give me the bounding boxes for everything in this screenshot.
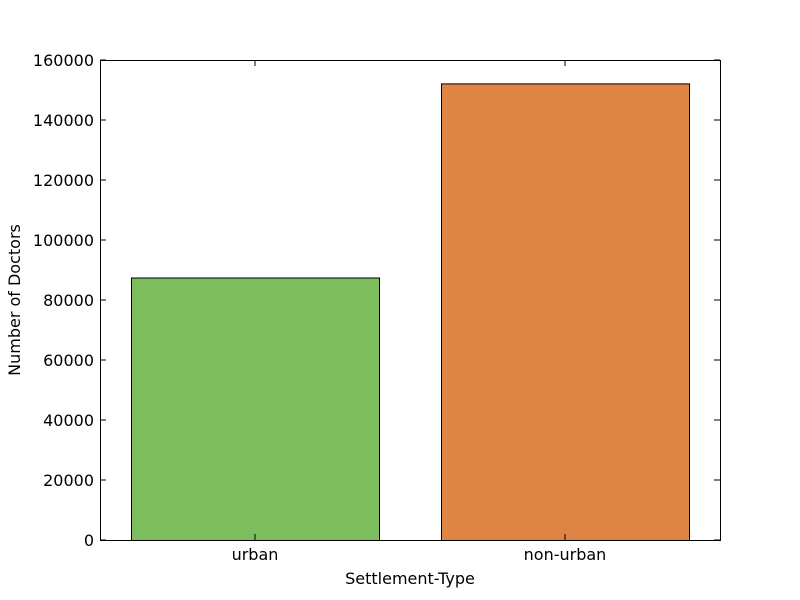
- y-tick-label: 80000: [43, 291, 94, 310]
- x-tick-label: non-urban: [524, 545, 607, 564]
- bar-non-urban: [441, 83, 690, 542]
- y-tick-label: 20000: [43, 471, 94, 490]
- y-axis-label: Number of Doctors: [5, 224, 24, 376]
- y-tick-label: 140000: [33, 111, 94, 130]
- x-axis-label: Settlement-Type: [345, 569, 475, 588]
- y-tick-label: 160000: [33, 51, 94, 70]
- y-tick-label: 60000: [43, 351, 94, 370]
- y-tick-label: 40000: [43, 411, 94, 430]
- y-tick-label: 120000: [33, 171, 94, 190]
- x-axis: urban non-urban: [232, 60, 607, 564]
- bars-layer: [131, 83, 690, 542]
- y-tick-label: 100000: [33, 231, 94, 250]
- y-tick-label: 0: [84, 531, 94, 550]
- y-axis: 0 20000 40000 60000 80000 100000 120000 140000 1…: [33, 51, 720, 550]
- bar-urban: [131, 277, 380, 541]
- x-tick-label: urban: [232, 545, 279, 564]
